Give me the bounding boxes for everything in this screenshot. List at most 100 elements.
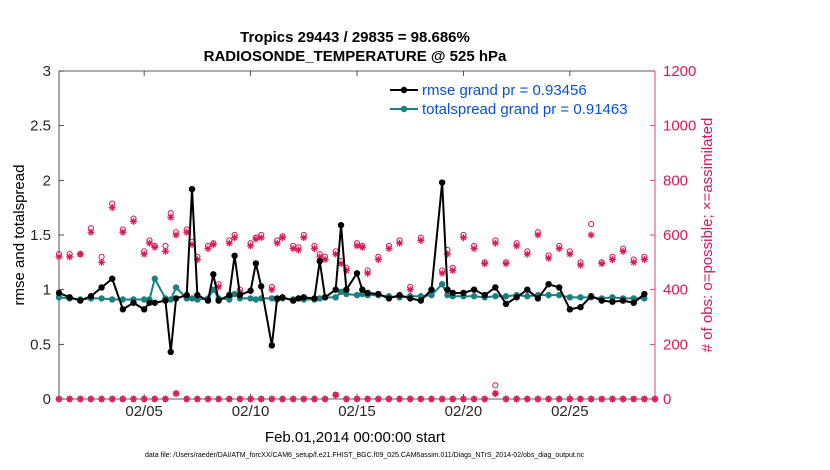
obs-star-stroke	[396, 396, 403, 402]
obs-star-stroke	[290, 396, 297, 402]
obs-assimilated-point	[481, 260, 489, 268]
rmse-point	[524, 286, 531, 293]
obs-star-stroke	[130, 396, 137, 402]
obs-assimilated-point	[449, 267, 457, 275]
rmse-point	[130, 299, 137, 306]
obs-star-stroke	[620, 248, 626, 255]
obs-assimilated-point	[353, 242, 361, 250]
obs-assimilated-point	[640, 256, 648, 264]
totalspread-point	[231, 290, 238, 298]
obs-zero-assimilated-point	[587, 395, 595, 403]
obs-zero-assimilated-point	[55, 395, 63, 403]
obs-zero-assimilated-point	[130, 395, 137, 403]
totalspread-point	[524, 293, 531, 300]
rmse-point	[109, 275, 116, 282]
obs-assimilated-point	[364, 269, 372, 277]
obs-possible-point	[588, 220, 595, 228]
totalspread-point	[140, 296, 148, 303]
obs-star-stroke	[300, 234, 307, 241]
obs-star-stroke	[311, 396, 318, 402]
obs-star-stroke	[119, 229, 126, 236]
obs-star-stroke	[226, 396, 233, 402]
obs-star-stroke	[577, 396, 584, 402]
obs-zero-assimilated-point	[470, 395, 478, 403]
obs-zero-assimilated-point	[66, 395, 74, 403]
obs-star-stroke	[98, 259, 105, 266]
obs-star-stroke	[577, 262, 584, 268]
x-tick-label: 02/10	[232, 403, 270, 420]
obs-star-stroke	[279, 234, 286, 241]
obs-star-stroke	[146, 240, 153, 247]
obs-assimilated-point	[374, 256, 382, 264]
obs-star-stroke	[375, 396, 382, 402]
obs-star-stroke	[620, 396, 626, 402]
rmse-point	[98, 284, 105, 291]
y-right-tick-label: 600	[663, 227, 688, 244]
obs-zero-assimilated-point	[555, 395, 563, 403]
rmse-point	[77, 297, 84, 304]
y-right-axis-label: # of obs: o=possible; ×=assimilated	[699, 118, 716, 353]
legend-box	[384, 79, 648, 119]
obs-star-stroke	[598, 396, 605, 402]
y-left-tick-label: 1	[43, 282, 51, 299]
obs-star-stroke	[258, 234, 265, 241]
totalspread-point	[566, 294, 574, 301]
rmse-point	[359, 286, 366, 293]
rmse-point	[449, 289, 456, 297]
obs-assimilated-point	[396, 239, 404, 247]
obs-star-stroke	[609, 396, 616, 402]
obs-assimilated-point	[545, 254, 553, 262]
y-right-tick-label: 1000	[663, 118, 696, 135]
obs-star-stroke	[545, 396, 552, 402]
obs-star-stroke	[173, 390, 179, 397]
obs-assimilated-point	[145, 239, 153, 247]
obs-star-stroke	[268, 286, 275, 293]
totalspread-point	[252, 296, 260, 303]
obs-star-stroke	[598, 260, 605, 267]
obs-zero-assimilated-point	[417, 395, 425, 403]
legend-spread-label: totalspread grand pr = 0.91463	[422, 101, 628, 118]
obs-star-stroke	[247, 396, 254, 402]
obs-star-stroke	[524, 251, 531, 258]
totalspread-point	[226, 296, 233, 303]
rmse-point	[188, 185, 196, 193]
totalspread-point	[268, 295, 276, 302]
rmse-point	[577, 303, 584, 311]
obs-star-stroke	[141, 396, 148, 402]
obs-assimilated-point	[204, 245, 212, 253]
obs-star-stroke	[130, 218, 137, 225]
totalspread-point	[98, 295, 105, 302]
rmse-point	[556, 284, 563, 291]
obs-zero-assimilated-point	[502, 395, 510, 403]
obs-assimilated-point	[87, 228, 95, 236]
rmse-point	[236, 291, 244, 299]
obs-star-stroke	[556, 245, 563, 252]
rmse-point	[407, 295, 414, 302]
rmse-point	[194, 291, 201, 299]
obs-star-stroke	[449, 267, 456, 274]
obs-zero-assimilated-point	[374, 395, 382, 403]
obs-star-stroke	[268, 396, 275, 402]
obs-assimilated-point	[555, 245, 563, 253]
x-tick-label: 02/15	[338, 403, 376, 420]
obs-zero-assimilated-point	[630, 395, 638, 403]
obs-zero-assimilated-point	[534, 395, 542, 403]
y-right-tick-label: 800	[663, 172, 688, 189]
obs-star-stroke	[56, 253, 62, 260]
obs-zero-assimilated-point	[353, 395, 361, 403]
obs-assimilated-point	[268, 286, 276, 294]
obs-zero-assimilated-point	[428, 395, 435, 403]
y-right-tick-label: 1200	[663, 63, 696, 80]
totalspread-point	[167, 296, 174, 303]
totalspread-point	[470, 293, 478, 300]
totalspread-point	[194, 296, 201, 303]
totalspread-point	[556, 291, 563, 299]
obs-star-stroke	[354, 396, 360, 402]
obs-assimilated-point	[310, 245, 318, 253]
rmse-point	[151, 299, 158, 306]
rmse-point	[289, 297, 297, 304]
totalspread-point	[247, 295, 254, 302]
obs-assimilated-point	[119, 228, 127, 236]
obs-star-stroke	[471, 245, 477, 252]
rmse-point	[630, 299, 637, 306]
